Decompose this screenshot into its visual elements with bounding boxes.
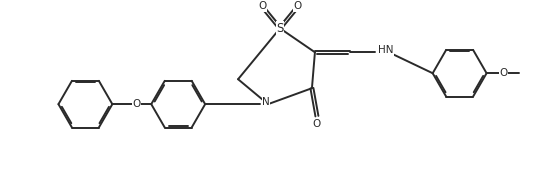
Text: N: N — [262, 97, 270, 107]
Text: O: O — [258, 1, 266, 11]
Text: HN: HN — [378, 45, 393, 55]
Text: O: O — [294, 1, 302, 11]
Text: S: S — [276, 22, 284, 35]
Text: O: O — [500, 68, 508, 78]
Text: O: O — [132, 99, 141, 109]
Text: O: O — [313, 119, 321, 129]
